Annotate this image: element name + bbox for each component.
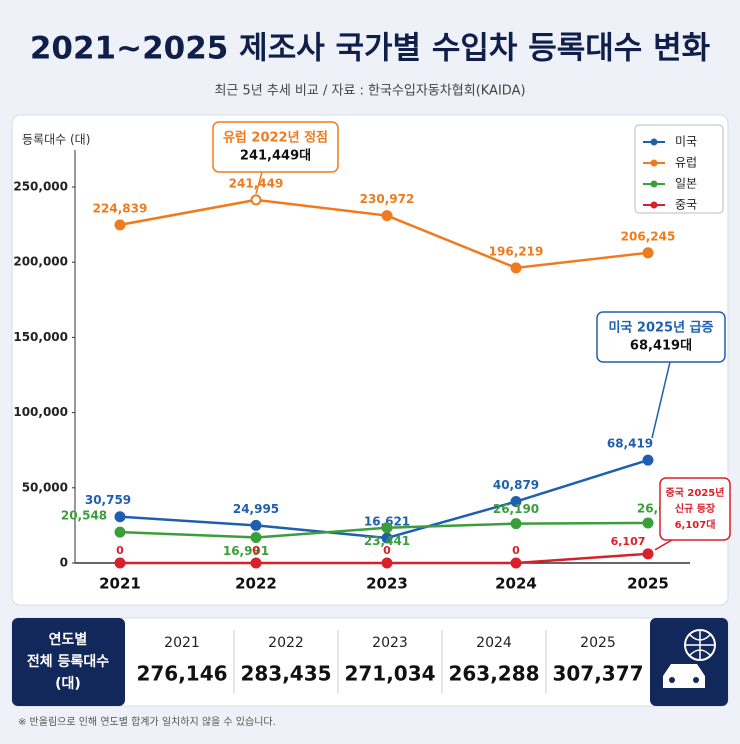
point bbox=[510, 262, 522, 274]
point bbox=[114, 557, 126, 569]
point bbox=[114, 219, 126, 231]
summary-total: 307,377 bbox=[552, 662, 643, 686]
data-label: 230,972 bbox=[360, 192, 415, 206]
x-tick-label: 2022 bbox=[235, 575, 277, 593]
car-light bbox=[669, 677, 675, 683]
annotation-pointer bbox=[654, 539, 673, 551]
legend-marker bbox=[650, 159, 658, 167]
x-tick-label: 2024 bbox=[495, 575, 537, 593]
point bbox=[381, 532, 393, 544]
data-label: 224,839 bbox=[93, 201, 148, 215]
legend bbox=[634, 124, 724, 214]
point bbox=[381, 557, 393, 569]
point bbox=[250, 194, 262, 206]
summary-year: 2022 bbox=[268, 635, 304, 651]
annotation-pointer bbox=[255, 171, 263, 195]
icon-block bbox=[650, 618, 728, 706]
summary-label: 연도별 bbox=[49, 631, 88, 648]
car-light bbox=[693, 677, 699, 683]
y-tick-label: 250,000 bbox=[13, 180, 68, 194]
point bbox=[250, 519, 262, 531]
y-tick-label: 50,000 bbox=[22, 480, 68, 494]
data-label: 6,107 bbox=[611, 535, 646, 548]
legend-label: 중국 bbox=[675, 198, 697, 212]
data-label: 196,219 bbox=[489, 244, 544, 258]
point bbox=[510, 557, 522, 569]
y-tick-label: 0 bbox=[60, 556, 68, 570]
point bbox=[642, 517, 654, 529]
data-label: 0 bbox=[116, 544, 124, 557]
legend-marker bbox=[650, 201, 658, 209]
x-tick-label: 2021 bbox=[99, 575, 141, 593]
point bbox=[250, 557, 262, 569]
globe-lines bbox=[685, 630, 715, 660]
annotation-text: 241,449대 bbox=[240, 149, 311, 164]
y-axis-label: 등록대수 (대) bbox=[22, 133, 90, 147]
data-label: 24,995 bbox=[233, 502, 279, 516]
data-label: 68,419 bbox=[607, 437, 653, 451]
point bbox=[642, 454, 654, 466]
summary-total: 276,146 bbox=[136, 662, 227, 686]
annotation-box bbox=[212, 121, 339, 173]
data-label: 241,449 bbox=[229, 176, 284, 190]
car-icon bbox=[663, 664, 705, 688]
legend-marker bbox=[650, 180, 658, 188]
point bbox=[510, 496, 522, 508]
x-tick-label: 2025 bbox=[627, 575, 669, 593]
point bbox=[642, 548, 654, 560]
summary-year: 2025 bbox=[580, 635, 616, 651]
data-label: 0 bbox=[512, 544, 520, 557]
y-tick-label: 200,000 bbox=[13, 255, 68, 269]
annotation-box bbox=[659, 477, 731, 541]
data-label: 20,548 bbox=[61, 509, 107, 523]
annotation-text: 미국 2025년 급증 bbox=[608, 320, 713, 336]
summary-total: 283,435 bbox=[240, 662, 331, 686]
data-label: 0 bbox=[252, 544, 260, 557]
data-label: 16,621 bbox=[364, 515, 410, 529]
chart-panel bbox=[11, 114, 729, 606]
data-label: 40,879 bbox=[493, 478, 539, 492]
data-label: 206,245 bbox=[621, 229, 676, 243]
point bbox=[250, 531, 262, 543]
y-tick-label: 150,000 bbox=[13, 330, 68, 344]
footnote: ※ 반올림으로 인해 연도별 합계가 일치하지 않을 수 있습니다. bbox=[18, 715, 276, 728]
summary-year: 2024 bbox=[476, 635, 512, 651]
point bbox=[114, 526, 126, 538]
annotation-box bbox=[596, 311, 726, 363]
data-label: 26,190 bbox=[493, 502, 539, 516]
subtitle: 최근 5년 추세 비교 / 자료 : 한국수입자동차협회(KAIDA) bbox=[214, 84, 525, 99]
point bbox=[642, 247, 654, 259]
annotation-text: 68,419대 bbox=[630, 339, 692, 354]
x-tick-label: 2023 bbox=[366, 575, 408, 593]
data-label: 16,991 bbox=[223, 544, 269, 558]
summary-year: 2021 bbox=[164, 635, 200, 651]
legend-label: 유럽 bbox=[675, 156, 697, 170]
data-label: 0 bbox=[383, 544, 391, 557]
point bbox=[381, 210, 393, 222]
point bbox=[510, 518, 522, 530]
data-label: 30,759 bbox=[85, 493, 131, 507]
title: 2021~2025 제조사 국가별 수입차 등록대수 변화 bbox=[30, 31, 711, 67]
annotation-pointer bbox=[651, 361, 671, 439]
legend-marker bbox=[650, 138, 658, 146]
annotation-text: 중국 2025년 bbox=[666, 486, 725, 499]
summary-year: 2023 bbox=[372, 635, 408, 651]
annotation-text: 신규 등장 bbox=[675, 502, 716, 515]
summary-total: 263,288 bbox=[448, 662, 539, 686]
legend-label: 일본 bbox=[675, 177, 697, 191]
summary-total: 271,034 bbox=[344, 662, 435, 686]
data-label: 23,441 bbox=[364, 534, 410, 548]
point bbox=[114, 511, 126, 523]
point bbox=[381, 522, 393, 534]
y-tick-label: 100,000 bbox=[13, 405, 68, 419]
annotation-text: 6,107대 bbox=[675, 518, 716, 531]
summary-label: 전체 등록대수 bbox=[27, 653, 109, 670]
summary-label-block bbox=[12, 618, 125, 706]
legend-label: 미국 bbox=[675, 135, 697, 149]
summary-label: (대) bbox=[55, 676, 81, 692]
annotation-text: 유럽 2022년 정점 bbox=[223, 130, 328, 146]
